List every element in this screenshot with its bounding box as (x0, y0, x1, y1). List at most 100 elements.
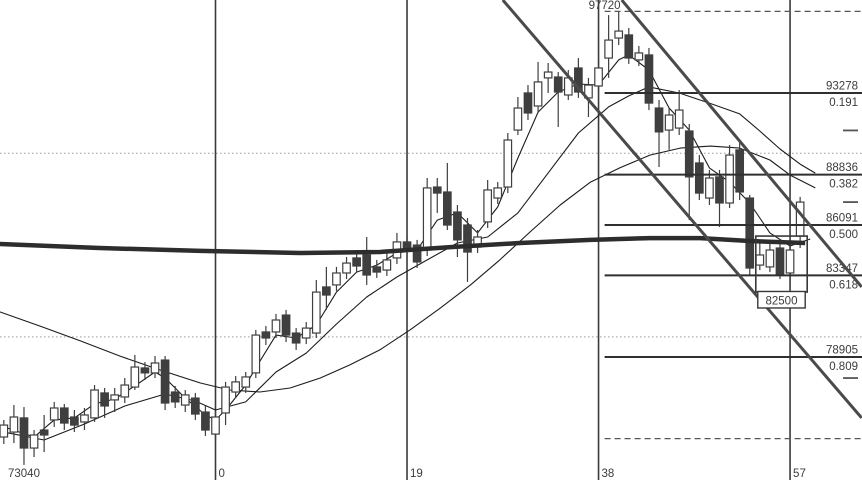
candle (694, 155, 704, 201)
candle (281, 309, 291, 343)
price-tag-box[interactable] (757, 290, 806, 309)
candle-body-up (332, 272, 341, 286)
candle-body-up (221, 386, 230, 414)
candle (684, 124, 694, 221)
candle (110, 387, 120, 413)
candle (503, 133, 513, 194)
candle (745, 194, 755, 275)
candle (382, 252, 392, 276)
candle-body-down (453, 211, 462, 241)
candle-body-down (19, 417, 29, 449)
candle-body-down (362, 254, 372, 276)
candle (715, 169, 724, 228)
price-tag-label: 82500 (765, 295, 797, 307)
candle (80, 407, 89, 431)
candle (755, 241, 765, 271)
candle (553, 72, 563, 127)
candle-body-up (211, 416, 220, 435)
fib-ratio-label: 0.500 (829, 229, 858, 241)
candle-body-up (795, 201, 805, 237)
candle (322, 266, 331, 310)
candle (190, 392, 200, 420)
candle-body-up (614, 30, 624, 39)
right-edge-ticks (843, 129, 858, 379)
candle (160, 356, 170, 411)
candle-body-up (725, 154, 734, 204)
candle (785, 245, 795, 278)
price-tag[interactable]: 82500 (757, 290, 806, 309)
candle (140, 362, 150, 381)
candle (291, 328, 301, 350)
candle-body-down (39, 429, 49, 436)
trend-channel[interactable] (501, 0, 862, 419)
candle-body-up (0, 424, 9, 438)
x-axis-labels: 0 19 38 57 (219, 468, 806, 480)
candle (725, 144, 734, 208)
candle-body-up (9, 416, 19, 433)
candle (100, 387, 109, 418)
candle (442, 162, 452, 230)
candle (735, 142, 745, 201)
candle (543, 63, 553, 93)
candle-body-up (231, 381, 241, 393)
candle (523, 85, 533, 120)
candle (261, 326, 271, 345)
candle (39, 414, 49, 453)
candle-body-down (442, 191, 452, 226)
candle-body-down (372, 266, 382, 273)
candle (795, 196, 805, 248)
candle-body-down (281, 314, 291, 336)
candle-body-down (59, 407, 69, 424)
x-axis-label: 38 (602, 468, 615, 480)
candle (493, 182, 503, 204)
candle-body-down (402, 241, 412, 249)
channel-upper-trendline[interactable] (620, 0, 862, 288)
candle (372, 259, 382, 278)
candles (0, 11, 805, 465)
candle (453, 205, 462, 257)
candle (473, 229, 482, 253)
fibonacci-retracement[interactable]: 97720932780.191888360.382860910.50083347… (589, 0, 862, 440)
candle (644, 47, 654, 111)
candle (29, 430, 39, 458)
candle (19, 407, 29, 465)
candle (130, 354, 140, 390)
candle (49, 401, 59, 427)
candle (705, 169, 714, 206)
candle-body-up (483, 189, 493, 223)
fib-price-label: 93278 (826, 81, 858, 93)
fib-ratio-label: 0.618 (829, 279, 858, 291)
candle (150, 356, 160, 379)
candle (231, 376, 241, 399)
candle-body-down (735, 149, 745, 193)
x-axis-label: 57 (793, 468, 806, 480)
fib-ratio-label: 0.809 (829, 361, 858, 373)
candle (241, 371, 251, 393)
candle (604, 15, 613, 78)
candle-body-down (654, 107, 664, 133)
candle-body-up (533, 81, 543, 107)
candle (362, 236, 372, 285)
candle-body-up (49, 407, 59, 421)
fib-price-label: 86091 (826, 213, 858, 225)
candle-body-down (140, 367, 150, 374)
candle (594, 59, 603, 93)
candle (513, 97, 523, 136)
candle-body-up (271, 319, 281, 333)
candle (533, 61, 543, 113)
candle-body-down (644, 54, 654, 104)
candle-body-up (251, 334, 261, 374)
candle-body-down (170, 391, 180, 403)
candle-body-down (745, 197, 755, 269)
candle (9, 405, 19, 444)
channel-lower-trendline[interactable] (501, 0, 862, 419)
candle-body-down (553, 76, 563, 93)
candle-body-down (322, 286, 331, 296)
candle-body-up (765, 249, 775, 268)
candle-body-down (463, 224, 472, 253)
candle-body-up (110, 394, 120, 401)
candle (120, 378, 130, 404)
candle (342, 256, 351, 280)
